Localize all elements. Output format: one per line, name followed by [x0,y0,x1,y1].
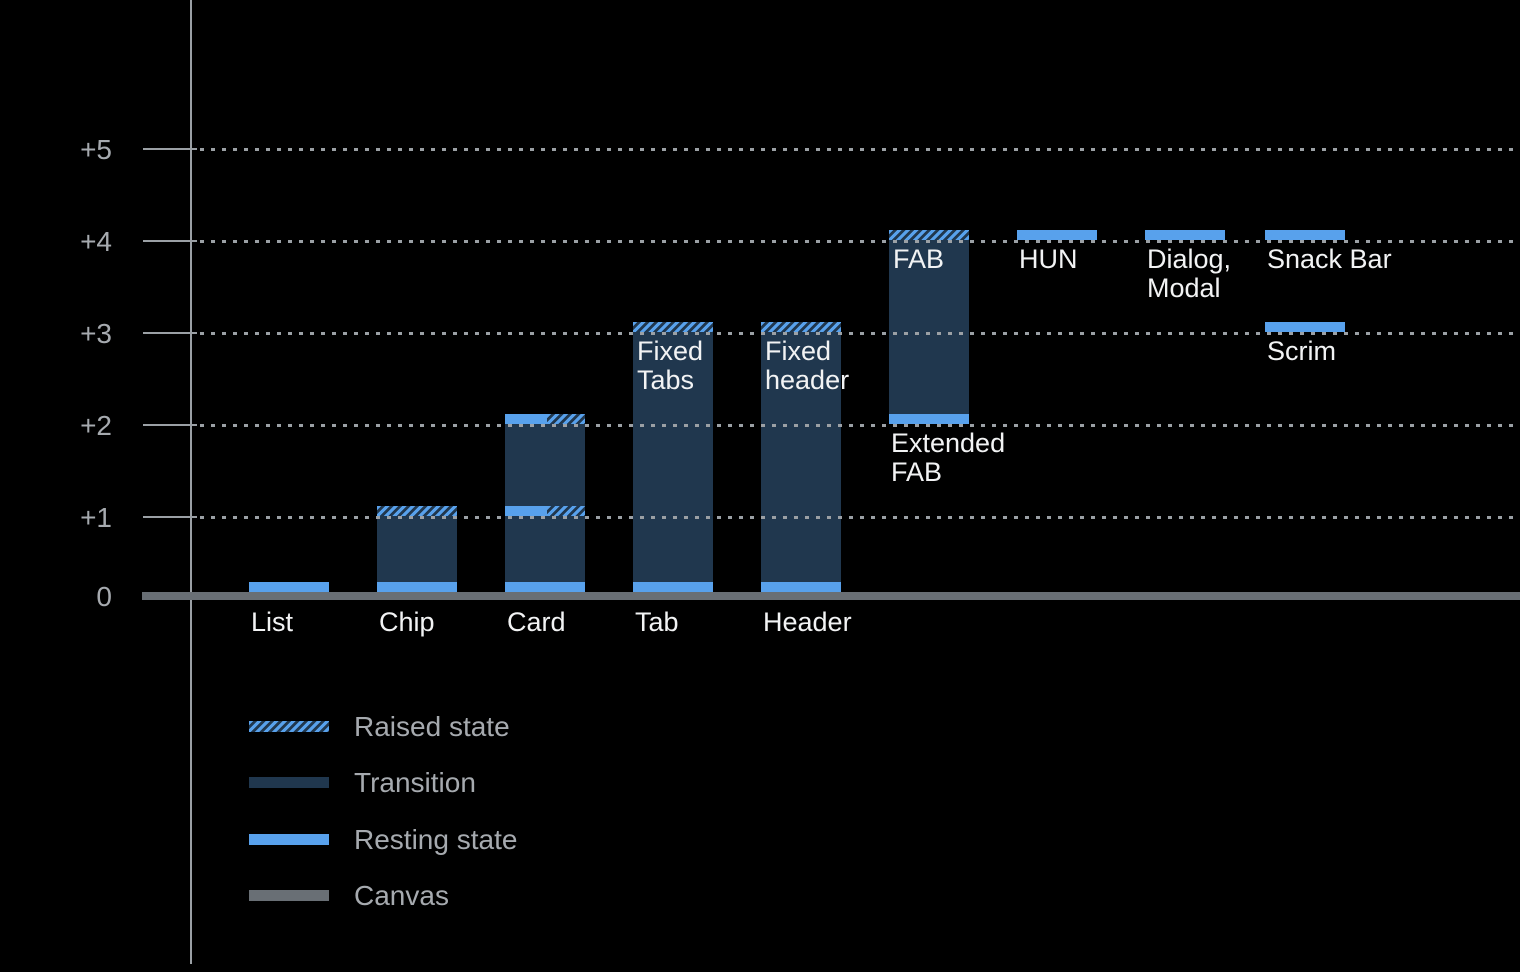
y-tick-plus-5 [143,148,197,150]
gridline-plus-4 [200,240,1520,243]
bar-axis-label-tab: Tab [635,607,679,637]
bar-card-resting-2 [505,414,547,424]
bar-hun-resting-4 [1017,230,1097,240]
bar-snack-bar-resting-4 [1265,230,1345,240]
y-tick-label-plus-4: +4 [80,226,112,257]
bar-outer-label-scrim: Scrim [1267,336,1336,366]
legend-label-resting: Resting state [354,824,518,855]
y-tick-plus-4 [143,240,197,242]
bar-inner-label-tab: Fixed Tabs [637,336,704,395]
bar-axis-label-list: List [251,607,294,637]
y-tick-plus-1 [143,516,197,518]
legend-label-canvas: Canvas [354,880,449,911]
legend-swatch-canvas [249,890,329,901]
bar-tab-transition [633,332,713,582]
bar-card-resting-1 [505,506,547,516]
bar-header-transition [761,332,841,582]
bar-card-raised-2 [547,414,585,424]
bar-inner-label-fab: FAB [893,244,945,274]
bar-tab-raised-3 [633,322,713,332]
bar-outer-label-dialog-modal: Dialog, Modal [1147,244,1232,303]
bar-chip-resting-0 [377,582,457,592]
bar-axis-label-chip: Chip [379,607,435,637]
legend-label-transition: Transition [354,767,476,798]
legend-label-raised: Raised state [354,711,510,742]
gridline-plus-2 [200,424,1520,427]
bar-axis-label-header: Header [763,607,852,637]
canvas-baseline [142,592,1520,600]
bar-outer-label-hun: HUN [1019,244,1078,274]
gridline-plus-3 [200,332,1520,335]
y-tick-label-plus-2: +2 [80,410,112,441]
legend-swatch-raised [249,721,329,732]
y-tick-plus-2 [143,424,197,426]
bar-outer-label-fab: Extended FAB [891,428,1006,487]
bar-card-raised-1 [547,506,585,516]
legend-swatch-resting [249,834,329,845]
bar-card-transition [505,424,585,582]
gridline-plus-5 [200,148,1520,151]
bar-dialog-modal-resting-4 [1145,230,1225,240]
legend-swatch-transition [249,777,329,788]
y-tick-plus-3 [143,332,197,334]
y-axis-line [190,0,192,964]
bar-fab-raised-4 [889,230,969,240]
bar-axis-label-card: Card [507,607,566,637]
bar-header-resting-0 [761,582,841,592]
bar-card-resting-0 [505,582,585,592]
bar-fab-transition [889,240,969,414]
y-tick-label-plus-1: +1 [80,502,112,533]
bar-chip-transition [377,516,457,582]
bar-list-resting-0 [249,582,329,592]
bar-inner-label-header: Fixed header [765,336,850,395]
y-tick-label-0: 0 [96,581,112,612]
gridline-plus-1 [200,516,1520,519]
bar-chip-raised-1 [377,506,457,516]
y-tick-label-plus-5: +5 [80,134,112,165]
bar-scrim-resting-3 [1265,322,1345,332]
bar-tab-resting-0 [633,582,713,592]
bar-fab-resting-2 [889,414,969,424]
bar-header-raised-3 [761,322,841,332]
y-tick-label-plus-3: +3 [80,318,112,349]
bar-outer-label-snack-bar: Snack Bar [1267,244,1392,274]
